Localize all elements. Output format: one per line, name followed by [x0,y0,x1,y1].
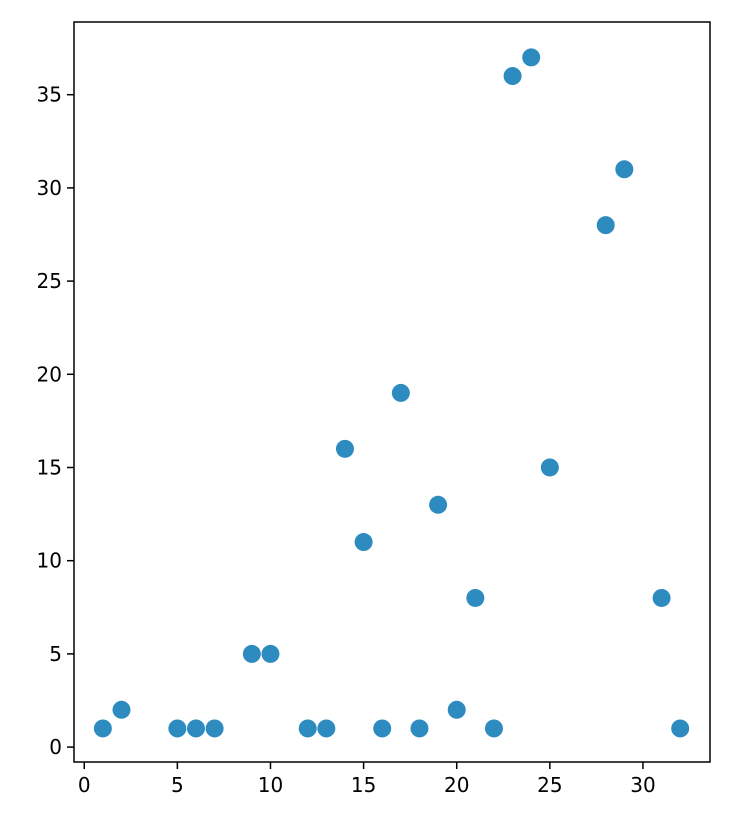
point [93,719,112,738]
point [205,719,224,738]
point [261,644,280,663]
point [186,719,205,738]
point [522,48,541,67]
point [410,719,429,738]
point [354,533,373,552]
point [335,439,354,458]
point [168,719,187,738]
point [466,588,485,607]
point [391,383,410,402]
x-tick-label: 0 [78,773,91,797]
y-tick-label: 15 [37,455,62,479]
x-tick-label: 20 [444,773,469,797]
x-tick-label: 10 [258,773,283,797]
point [447,700,466,719]
y-tick-label: 20 [37,362,62,386]
x-tick-label: 15 [351,773,376,797]
x-tick-label: 30 [630,773,655,797]
y-tick-label: 25 [37,269,62,293]
point [112,700,131,719]
point [373,719,392,738]
point [242,644,261,663]
point [652,588,671,607]
point [596,216,615,235]
y-tick-label: 0 [49,735,62,759]
plot-frame [73,21,711,763]
y-tick-label: 10 [37,549,62,573]
x-tick-label: 25 [537,773,562,797]
x-tick-label: 5 [171,773,184,797]
point [671,719,690,738]
y-tick-label: 30 [37,176,62,200]
point [503,67,522,86]
point [298,719,317,738]
point [615,160,634,179]
point [429,495,448,514]
point [540,458,559,477]
point [484,719,503,738]
y-tick-label: 5 [49,642,62,666]
point [317,719,336,738]
y-tick-label: 35 [37,83,62,107]
